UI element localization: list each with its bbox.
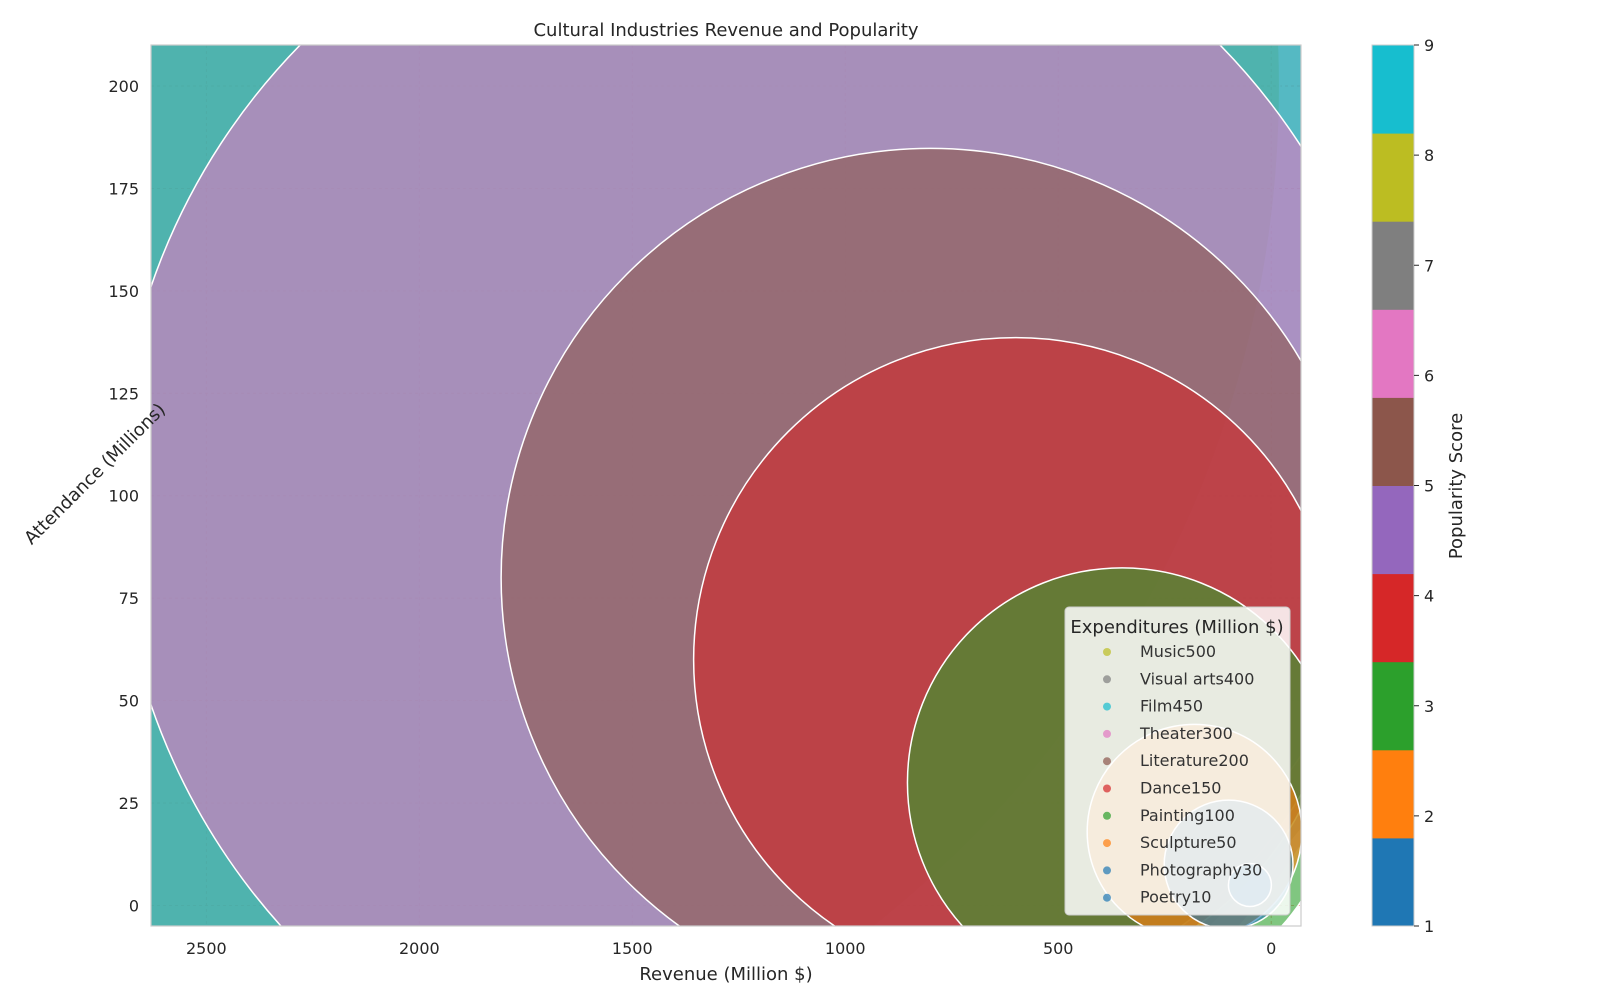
legend-marker [1103,866,1111,875]
legend-marker [1103,675,1111,684]
legend-marker [1103,811,1111,820]
legend-marker [1103,839,1111,848]
legend-entry: Music500 [1140,642,1216,661]
legend-marker [1103,729,1111,738]
x-tick-label: 500 [1043,939,1074,958]
legend-marker [1103,648,1111,656]
colorbar: Popularity Score 1 2 3 4 5 6 7 8 9 [1371,36,1467,936]
colorbar-tick-label: 7 [1424,256,1434,275]
legend-entry: Poetry10 [1140,888,1211,907]
colorbar-segment [1372,573,1414,663]
y-tick-label: 200 [108,77,139,96]
legend-entry: Dance150 [1140,779,1221,798]
legend-entry: Theater300 [1139,724,1233,743]
colorbar-tick-label: 5 [1424,477,1434,496]
colorbar-tick-label: 1 [1424,917,1434,936]
y-tick-label: 25 [119,794,139,813]
legend-marker [1103,702,1111,711]
x-tick-label: 0 [1266,939,1276,958]
x-tick-label: 2000 [399,939,440,958]
x-tick-label: 1000 [825,939,866,958]
colorbar-segment [1372,397,1414,486]
colorbar-segment [1372,221,1414,310]
y-axis-label: Attendance (Millions) [20,399,170,549]
legend-entry: Film450 [1140,697,1203,716]
colorbar-segment [1372,749,1414,839]
plot-frame [150,44,1302,927]
legend: Expenditures (Million $) Music500 Visual … [1064,606,1291,916]
legend-entry: Painting100 [1140,806,1235,825]
colorbar-tick-label: 9 [1424,36,1434,55]
y-tick-label: 100 [108,487,139,506]
y-tick-label: 75 [119,589,139,608]
legend-entry: Photography30 [1140,860,1262,879]
legend-marker [1103,893,1111,902]
y-tick-label: 0 [129,897,139,916]
colorbar-segment [1372,837,1414,927]
legend-box [1064,606,1291,916]
colorbar-tick-label: 4 [1424,587,1434,606]
x-tick-label: 2500 [186,939,227,958]
legend-marker [1103,757,1111,766]
legend-title: Expenditures (Million $) [1070,617,1283,638]
colorbar-tick-label: 3 [1424,697,1434,716]
y-tick-label: 175 [108,179,139,198]
colorbar-segment [1372,309,1414,398]
x-axis-label: Revenue (Million $) [639,964,812,985]
legend-entry: Visual arts400 [1140,669,1254,688]
x-tick-label: 1500 [612,939,653,958]
y-tick-label: 125 [108,384,139,403]
colorbar-segment [1372,45,1414,134]
y-axis-ticks: 0 25 50 75 100 125 150 175 200 [108,77,139,916]
colorbar-tick-label: 8 [1424,146,1434,165]
colorbar-segment [1372,485,1414,575]
legend-marker [1103,784,1111,793]
colorbar-tick-label: 2 [1424,807,1434,826]
colorbar-tick-label: 6 [1424,366,1434,385]
y-tick-label: 50 [119,692,139,711]
colorbar-segment [1372,133,1414,222]
legend-entry: Literature200 [1140,751,1249,770]
chart-title: Cultural Industries Revenue and Populari… [533,20,918,41]
colorbar-label: Popularity Score [1446,413,1467,559]
colorbar-segment [1372,661,1414,751]
legend-entry: Sculpture50 [1140,833,1237,852]
x-axis-ticks: 2500 2000 1500 1000 500 0 [186,939,1276,958]
y-tick-label: 150 [108,282,139,301]
